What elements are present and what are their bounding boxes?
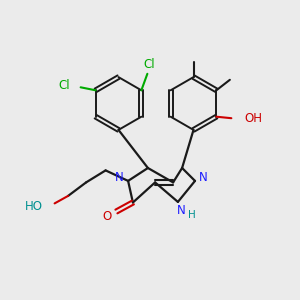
Text: H: H	[188, 210, 195, 220]
Text: N: N	[115, 171, 124, 184]
Text: O: O	[103, 209, 112, 223]
Text: Cl: Cl	[58, 79, 70, 92]
Text: Cl: Cl	[143, 58, 155, 71]
Text: N: N	[199, 171, 208, 184]
Text: OH: OH	[244, 112, 262, 125]
Text: N: N	[176, 204, 185, 217]
Text: HO: HO	[25, 200, 43, 213]
